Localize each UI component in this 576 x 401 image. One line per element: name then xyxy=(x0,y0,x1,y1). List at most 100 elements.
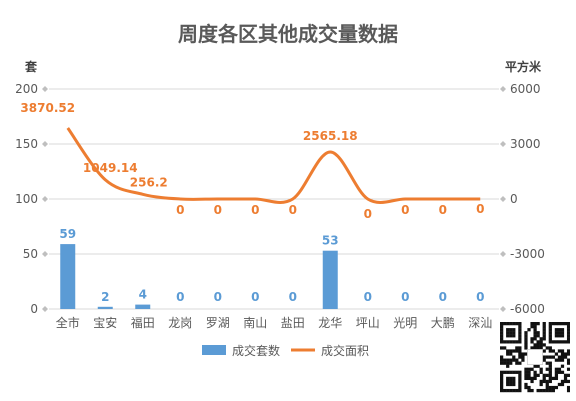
qr-module xyxy=(539,343,543,347)
qr-module xyxy=(536,322,540,326)
qr-module xyxy=(551,349,555,353)
qr-module xyxy=(506,331,510,335)
qr-module xyxy=(566,340,570,344)
legend-label-line: 成交面积 xyxy=(321,343,369,358)
x-tick-label: 宝安 xyxy=(93,315,117,330)
qr-module xyxy=(524,373,528,377)
qr-module xyxy=(512,355,516,359)
qr-module xyxy=(536,346,540,350)
qr-module xyxy=(521,355,525,359)
qr-module xyxy=(506,388,510,393)
y-left-tick-marker xyxy=(42,86,48,92)
y-left-tick-marker xyxy=(42,141,48,147)
qr-module xyxy=(533,328,537,332)
qr-module xyxy=(524,331,528,335)
qr-module xyxy=(527,388,531,393)
qr-module xyxy=(518,328,522,332)
y-left-tick-marker xyxy=(42,251,48,257)
qr-module xyxy=(548,346,552,350)
qr-module xyxy=(542,358,546,362)
qr-module xyxy=(560,379,565,384)
bar xyxy=(135,304,151,309)
qr-module xyxy=(515,358,519,362)
qr-module xyxy=(536,343,540,347)
qr-module xyxy=(530,367,534,371)
qr-module xyxy=(509,379,513,384)
qr-module xyxy=(566,349,570,353)
qr-module xyxy=(518,325,522,329)
line-data-label: 0 xyxy=(364,207,372,221)
qr-module xyxy=(503,346,507,350)
qr-module xyxy=(554,367,559,371)
qr-module xyxy=(506,370,510,374)
qr-module xyxy=(506,322,510,326)
qr-module xyxy=(518,322,522,326)
qr-module xyxy=(512,322,516,326)
qr-module xyxy=(527,373,531,377)
qr-module xyxy=(518,337,522,341)
x-tick-label: 罗湖 xyxy=(206,315,230,330)
qr-module xyxy=(518,346,522,350)
qr-module xyxy=(557,334,562,338)
y-right-tick-marker xyxy=(500,306,506,312)
qr-module xyxy=(512,379,516,384)
qr-module xyxy=(548,331,552,335)
qr-module xyxy=(545,367,549,371)
qr-module xyxy=(512,388,516,393)
qr-module xyxy=(533,376,537,381)
qr-module xyxy=(524,385,528,390)
qr-module xyxy=(524,334,528,338)
bar-data-label: 4 xyxy=(139,288,147,302)
x-tick-label: 龙岗 xyxy=(168,316,192,330)
qr-module xyxy=(500,379,504,384)
x-tick-label: 深汕 xyxy=(468,316,492,330)
qr-module xyxy=(530,340,534,344)
qr-module xyxy=(530,346,534,350)
qr-module xyxy=(563,352,568,356)
qr-module xyxy=(539,370,543,374)
qr-module xyxy=(554,340,559,344)
qr-module xyxy=(557,358,562,362)
qr-module xyxy=(518,334,522,338)
qr-module xyxy=(554,331,559,335)
qr-module xyxy=(557,370,562,374)
qr-module xyxy=(533,373,537,377)
chart-title: 周度各区其他成交量数据 xyxy=(178,22,398,46)
qr-module xyxy=(500,337,504,341)
qr-module xyxy=(500,325,504,329)
qr-module xyxy=(506,334,510,338)
qr-module xyxy=(560,328,565,332)
qr-module xyxy=(566,352,570,356)
y-right-tick-label: 3000 xyxy=(510,137,541,151)
y-left-tick-label: 50 xyxy=(23,247,38,261)
qr-module xyxy=(518,352,522,356)
qr-module xyxy=(509,376,513,381)
qr-module xyxy=(500,328,504,332)
qr-module xyxy=(548,364,552,368)
qr-module xyxy=(500,388,504,393)
qr-module xyxy=(557,367,562,371)
qr-module xyxy=(551,322,555,326)
qr-module xyxy=(557,322,562,326)
qr-module xyxy=(551,355,555,359)
bar-data-label: 0 xyxy=(251,290,259,304)
y-left-tick-label: 150 xyxy=(15,137,38,151)
qr-module xyxy=(500,346,504,350)
qr-module xyxy=(503,361,507,365)
x-tick-label: 大鹏 xyxy=(431,316,455,330)
qr-module xyxy=(539,337,543,341)
qr-module xyxy=(548,322,552,326)
bar-data-label: 0 xyxy=(401,290,409,304)
qr-module xyxy=(545,379,549,384)
qr-module xyxy=(518,355,522,359)
qr-module xyxy=(509,340,513,344)
qr-module xyxy=(566,385,570,390)
qr-module xyxy=(533,337,537,341)
y-left-tick-label: 200 xyxy=(15,82,38,96)
qr-module xyxy=(554,376,559,381)
qr-module xyxy=(542,376,546,381)
qr-module xyxy=(500,376,504,381)
qr-module xyxy=(512,349,516,353)
qr-module xyxy=(509,331,513,335)
line-data-label: 0 xyxy=(251,203,259,217)
